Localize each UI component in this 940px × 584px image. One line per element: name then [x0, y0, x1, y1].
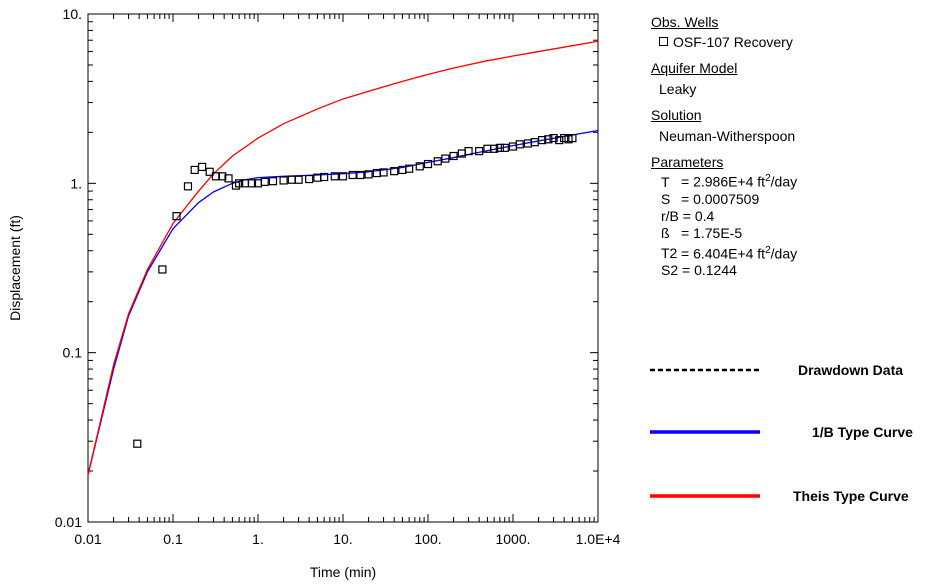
data-point [338, 172, 348, 181]
x-tick-label: 0.1 [163, 531, 183, 547]
y-axis-label: Displacement (ft) [7, 215, 23, 321]
parameters-list: T = 2.986E+4 ft2/day S = 0.0007509 r/B = 0… [651, 170, 797, 279]
data-point [158, 265, 167, 274]
solution-header: Solution [651, 107, 702, 123]
data-point [218, 172, 227, 181]
data-point [464, 147, 473, 156]
data-point [268, 177, 278, 186]
param-r-b: r/B = 0.4 [661, 207, 715, 224]
data-point [449, 151, 458, 161]
legend-label-theis-curve: Theis Type Curve [793, 488, 909, 504]
data-point [247, 179, 257, 188]
param-t: T = 2.986E+4 ft2/day [661, 173, 798, 190]
data-point [405, 164, 414, 173]
data-point [198, 162, 207, 172]
x-tick-label: 10. [333, 531, 352, 547]
y-tick-label: 1. [70, 175, 82, 191]
data-point [568, 133, 577, 143]
data-point [205, 167, 214, 176]
data-point [294, 175, 303, 184]
data-point [356, 170, 365, 180]
axis-ticks [87, 13, 599, 523]
param-s2: S2 = 0.1244 [661, 262, 737, 279]
x-tick-label: 1.0E+4 [576, 531, 621, 547]
data-point [555, 136, 564, 145]
data-point [183, 182, 193, 191]
square-marker-icon [659, 37, 668, 46]
param-s: S = 0.0007509 [661, 190, 760, 207]
data-point [423, 159, 433, 169]
info-panel: Obs. Wells OSF-107 Recovery Aquifer Mode… [651, 14, 797, 279]
legend-label-drawdown: Drawdown Data [798, 362, 904, 378]
aquifer-model-header: Aquifer Model [651, 60, 738, 76]
data-point [538, 136, 547, 145]
data-point [415, 162, 424, 171]
param-t2: T2 = 6.404E+4 ft2/day [661, 244, 798, 262]
theis-type-curve [87, 40, 599, 475]
y-tick-label: 0.01 [55, 514, 82, 530]
data-point [211, 172, 221, 181]
x-tick-label: 1000. [495, 531, 530, 547]
x-tick-label: 0.01 [74, 531, 101, 547]
solution-value: Neuman-Witherspoon [659, 128, 796, 144]
obs-wells-header: Obs. Wells [651, 14, 719, 30]
data-point [433, 157, 442, 166]
data-point [544, 135, 553, 144]
data-point [224, 174, 233, 183]
data-point [549, 133, 558, 143]
x-tick-label: 1. [252, 531, 264, 547]
aquifer-model-value: Leaky [659, 81, 697, 97]
data-point [490, 144, 499, 153]
plot-area [87, 13, 599, 523]
data-point [495, 143, 504, 152]
data-point [379, 168, 388, 177]
data-point [441, 154, 450, 163]
data-point [172, 212, 181, 221]
data-point [133, 439, 142, 448]
observed-points [133, 133, 577, 448]
obs-well-name: OSF-107 Recovery [673, 34, 793, 50]
data-point [330, 172, 339, 181]
legend-lines [650, 368, 760, 498]
data-point [279, 176, 288, 185]
parameters-header: Parameters [651, 154, 724, 170]
data-point [364, 170, 373, 179]
data-point [515, 140, 524, 149]
data-point [500, 143, 509, 152]
obs-well-entry: OSF-107 Recovery [651, 34, 797, 50]
y-tick-label: 0.1 [63, 345, 83, 361]
data-point [305, 174, 314, 184]
x-tick-label: 100. [414, 531, 441, 547]
x-axis-label: Time (min) [310, 564, 376, 580]
y-tick-label: 10. [63, 6, 82, 22]
param-beta: ß = 1.75E-5 [661, 224, 743, 241]
data-point [348, 170, 357, 180]
data-point [260, 177, 269, 186]
data-point [560, 133, 569, 143]
data-point [390, 167, 399, 176]
data-point [235, 179, 244, 188]
legend-label-1b-curve: 1/B Type Curve [812, 424, 913, 440]
tick-labels: 0.01 0.1 1. 10. 100. 1000. 1.0E+4 0.01 0.1 1. 10. [55, 6, 621, 547]
data-point [475, 147, 484, 156]
data-point [320, 172, 329, 182]
